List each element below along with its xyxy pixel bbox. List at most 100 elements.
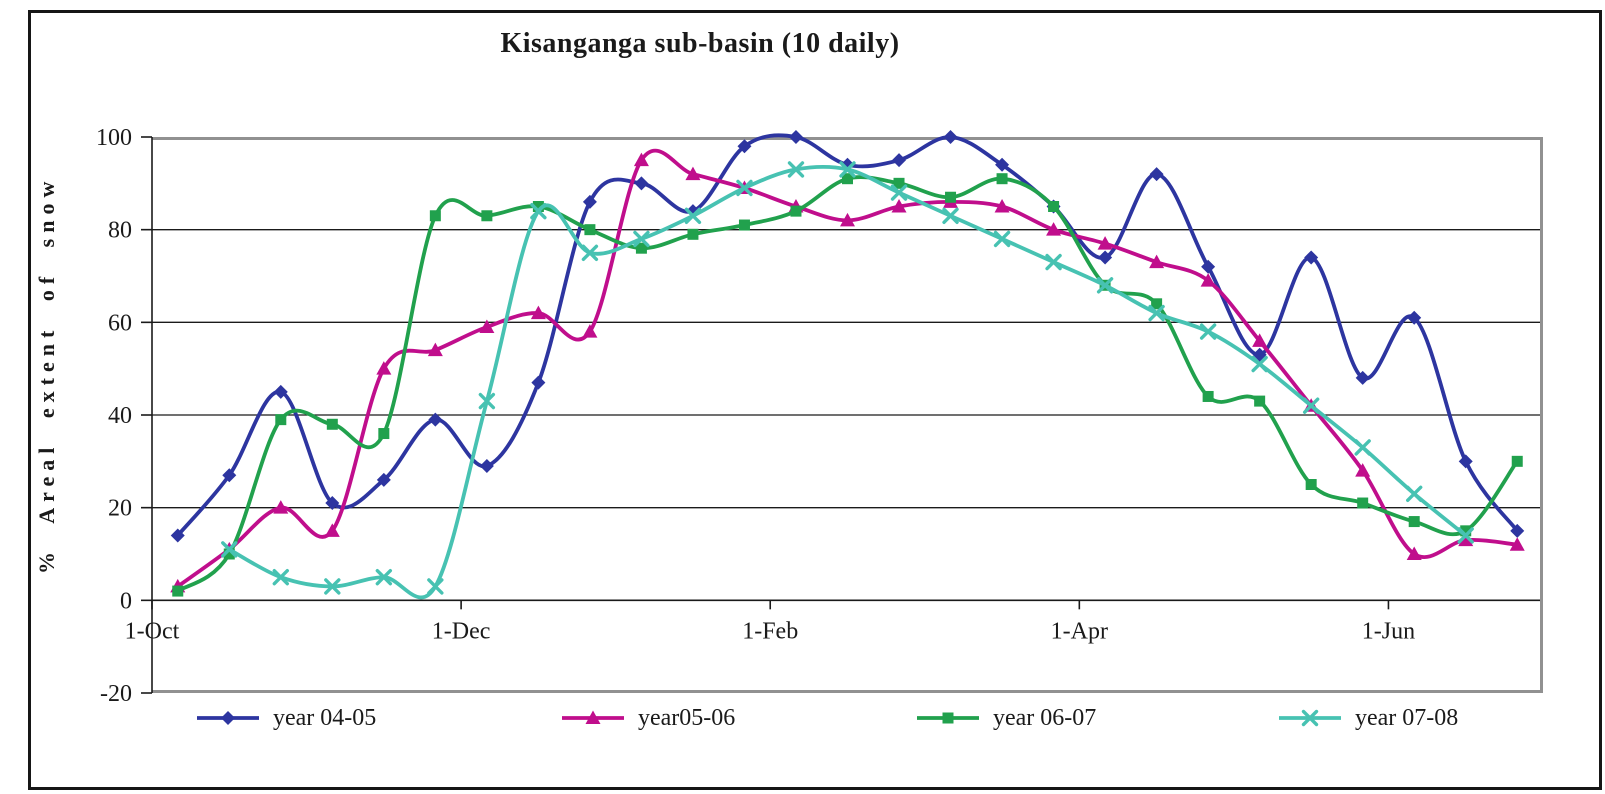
x-marker (221, 541, 238, 558)
legend: year 04-05 year05-06 year 06-07 year 07-08 (0, 698, 1605, 742)
legend-label-year-06-07: year 06-07 (993, 704, 1097, 731)
x-marker (1301, 709, 1319, 727)
x-marker (993, 230, 1011, 248)
triangle-marker (1149, 254, 1165, 269)
x-marker (272, 568, 289, 586)
square-marker (942, 712, 954, 724)
y-tick-label: 40 (108, 403, 132, 429)
x-tick-label: 1-Feb (742, 618, 798, 644)
chart-title: Kisanganga sub-basin (10 daily) (500, 28, 900, 59)
triangle-marker (1406, 546, 1422, 560)
diamond-marker (1355, 370, 1370, 385)
legend-label-year05-06: year05-06 (638, 704, 736, 731)
square-marker (1511, 455, 1523, 467)
triangle-marker (840, 212, 855, 227)
square-marker (1408, 516, 1420, 528)
x-marker (1354, 439, 1371, 456)
triangle-marker (585, 710, 601, 724)
series-line-year-04-05 (175, 133, 1520, 538)
y-tick-label: 20 (108, 496, 132, 522)
x-tick-label: 1-Oct (125, 618, 180, 644)
triangle-marker (1046, 222, 1062, 236)
square-marker (326, 418, 338, 430)
square-marker (790, 205, 802, 217)
x-marker (478, 392, 496, 410)
square-marker (223, 548, 235, 560)
x-marker (1148, 304, 1165, 322)
x-marker (375, 568, 393, 586)
square-marker (1151, 298, 1163, 310)
y-tick-label: -20 (100, 681, 132, 707)
y-tick-label: 0 (120, 588, 132, 614)
square-marker (481, 210, 493, 222)
square-marker (275, 414, 287, 426)
triangle-marker (324, 523, 340, 537)
triangle-marker (1458, 532, 1474, 547)
triangle-marker (994, 199, 1010, 213)
triangle-marker (1355, 463, 1371, 477)
square-marker (1202, 390, 1214, 402)
triangle-marker (427, 342, 443, 357)
triangle-marker (1097, 236, 1113, 250)
diamond-marker (531, 375, 546, 390)
diamond-marker (1098, 250, 1113, 265)
diamond-marker (634, 176, 649, 191)
triangle-marker (633, 152, 649, 167)
x-tick-label: 1-Dec (432, 618, 491, 644)
square-marker (1460, 525, 1472, 537)
x-marker (736, 179, 753, 197)
y-tick-label: 60 (108, 310, 132, 336)
diamond-marker (1149, 167, 1164, 182)
plot-frame (152, 137, 1543, 693)
x-marker (684, 207, 702, 224)
x-tick-label: 1-Jun (1362, 618, 1415, 644)
triangle-marker (1200, 273, 1216, 287)
x-legend-icon (1279, 709, 1341, 727)
triangle-marker (376, 361, 392, 375)
square-marker (584, 224, 596, 236)
x-marker (581, 244, 599, 262)
x-marker (1045, 253, 1062, 271)
triangle-marker (582, 324, 598, 338)
square-marker (738, 219, 750, 231)
diamond-marker (273, 384, 288, 399)
square-marker (1305, 479, 1317, 490)
x-marker (1302, 397, 1320, 414)
x-marker (787, 161, 805, 178)
gridlines (152, 229, 1543, 509)
x-axis-ticks: 1-Oct 1-Dec 1-Feb 1-Apr 1-Jun (125, 600, 1415, 644)
x-marker (324, 578, 341, 595)
square-legend-icon (917, 712, 979, 724)
diamond-marker (582, 194, 597, 209)
x-marker (530, 202, 547, 220)
legend-item-year05-06: year05-06 (560, 698, 735, 738)
square-marker (842, 173, 853, 185)
triangle-marker (685, 166, 701, 181)
legend-item-year-06-07: year 06-07 (915, 698, 1096, 738)
square-marker (429, 210, 441, 222)
diamond-marker (222, 468, 237, 483)
triangle-marker (891, 199, 907, 213)
square-marker (635, 242, 647, 254)
series-year05-06 (170, 148, 1525, 593)
x-marker (942, 207, 959, 224)
square-marker (172, 585, 184, 597)
legend-label-year-07-08: year 07-08 (1355, 704, 1459, 731)
diamond-marker (737, 139, 752, 154)
x-marker (1251, 355, 1268, 373)
diamond-marker (170, 528, 185, 543)
y-tick-label: 100 (96, 125, 132, 151)
square-marker (1048, 201, 1060, 212)
x-marker (1096, 277, 1114, 294)
series-year-07-08 (221, 161, 1474, 600)
square-marker (1254, 395, 1266, 407)
diamond-marker (221, 711, 235, 725)
y-axis-ticks: 100 80 60 40 20 0 -20 (96, 125, 152, 707)
square-marker (893, 177, 905, 189)
square-marker (378, 428, 390, 440)
x-marker (1406, 485, 1423, 502)
diamond-marker (1304, 250, 1319, 265)
diamond-marker (325, 496, 340, 511)
